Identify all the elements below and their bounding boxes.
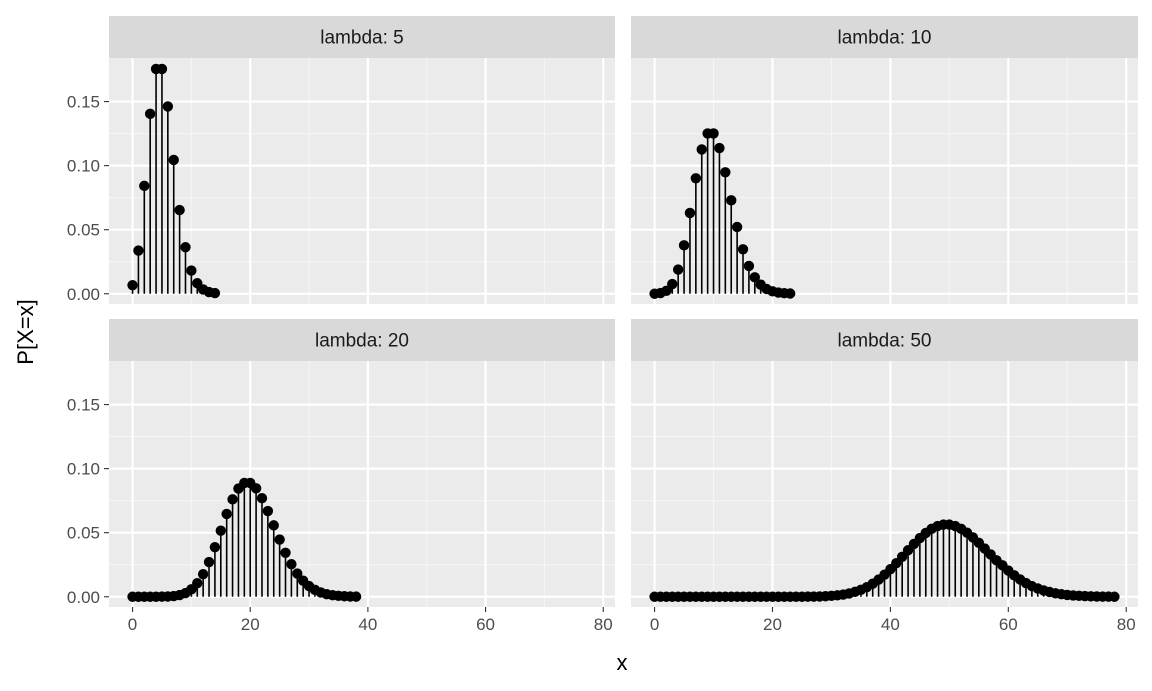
data-point xyxy=(749,272,761,283)
data-point xyxy=(186,265,197,276)
data-point xyxy=(144,108,156,120)
data-point xyxy=(714,142,725,154)
data-point xyxy=(292,568,303,579)
data-point xyxy=(696,144,707,155)
y-tick-label: 0.00 xyxy=(67,588,100,607)
data-point xyxy=(268,520,279,531)
panel-background xyxy=(109,361,615,607)
series-marks xyxy=(649,519,1120,602)
y-tick-label: 0.05 xyxy=(67,221,100,240)
x-tick-label: 80 xyxy=(594,615,613,634)
data-point xyxy=(227,494,238,505)
data-point xyxy=(731,221,743,233)
facet-strip xyxy=(631,319,1138,361)
x-tick-label: 40 xyxy=(358,615,377,634)
data-point xyxy=(250,483,262,494)
data-point xyxy=(661,285,672,297)
facet-strip xyxy=(109,319,615,361)
panel-background xyxy=(631,58,1138,304)
panel-background xyxy=(109,58,615,304)
y-tick-label: 0.00 xyxy=(67,285,100,304)
facet-strip-label: lambda: 10 xyxy=(837,28,931,49)
data-point xyxy=(690,173,702,184)
x-tick-label: 20 xyxy=(763,615,782,634)
data-point xyxy=(784,288,796,299)
data-point xyxy=(215,525,226,536)
data-point xyxy=(168,154,179,166)
data-point xyxy=(678,240,690,251)
data-point xyxy=(133,245,144,256)
data-point xyxy=(209,287,221,299)
data-point xyxy=(684,207,696,219)
data-point xyxy=(174,204,185,216)
data-point xyxy=(274,534,285,545)
facet-strip xyxy=(631,16,1138,58)
facet-strip xyxy=(109,16,615,58)
data-point xyxy=(350,591,362,602)
facet-panel: lambda: 5 0.00 0.05 0.10 0.15 xyxy=(67,16,615,304)
facet-strip-label: lambda: 20 xyxy=(315,331,409,352)
panel-background xyxy=(631,361,1138,607)
facet-strip-label: lambda: 50 xyxy=(837,331,931,352)
data-point xyxy=(180,242,191,253)
data-point xyxy=(726,195,737,206)
series-marks xyxy=(649,128,796,299)
y-tick-label: 0.15 xyxy=(67,93,100,112)
y-tick-label: 0.10 xyxy=(67,460,100,479)
facet-panel: lambda: 50 0 20 40 60 80 xyxy=(631,319,1138,634)
data-point xyxy=(286,559,297,570)
x-tick-label: 80 xyxy=(1117,615,1136,634)
data-point xyxy=(221,508,232,520)
data-point xyxy=(737,244,749,255)
data-point xyxy=(743,260,755,272)
x-tick-label: 0 xyxy=(650,615,659,634)
data-point xyxy=(192,577,203,589)
facet-panel: lambda: 20 0.00 0.05 0.10 0.15 0 20 40 60 80 xyxy=(67,319,615,634)
data-point xyxy=(256,493,268,504)
facet-panel: lambda: 10 xyxy=(631,16,1138,304)
data-point xyxy=(139,180,150,192)
data-point xyxy=(197,569,209,580)
data-point xyxy=(209,541,221,553)
y-tick-label: 0.15 xyxy=(67,396,100,415)
data-point xyxy=(162,101,174,112)
data-point xyxy=(667,278,678,290)
series-marks xyxy=(127,477,362,602)
x-tick-label: 60 xyxy=(476,615,495,634)
data-point xyxy=(1109,591,1120,602)
data-point xyxy=(127,279,138,291)
data-point xyxy=(720,167,731,178)
data-point xyxy=(156,63,168,75)
data-point xyxy=(672,264,684,275)
x-tick-label: 60 xyxy=(999,615,1018,634)
data-point xyxy=(280,547,291,559)
y-tick-label: 0.05 xyxy=(67,524,100,543)
data-point xyxy=(262,505,274,517)
data-point xyxy=(708,128,719,139)
y-axis-title: P[X=x] xyxy=(13,299,38,364)
y-tick-label: 0.10 xyxy=(67,157,100,176)
series-marks xyxy=(127,63,221,299)
x-tick-label: 0 xyxy=(128,615,137,634)
x-tick-label: 20 xyxy=(241,615,260,634)
x-tick-label: 40 xyxy=(881,615,900,634)
facet-strip-label: lambda: 5 xyxy=(320,28,403,49)
data-point xyxy=(203,556,215,568)
x-axis-title: x xyxy=(617,650,628,675)
